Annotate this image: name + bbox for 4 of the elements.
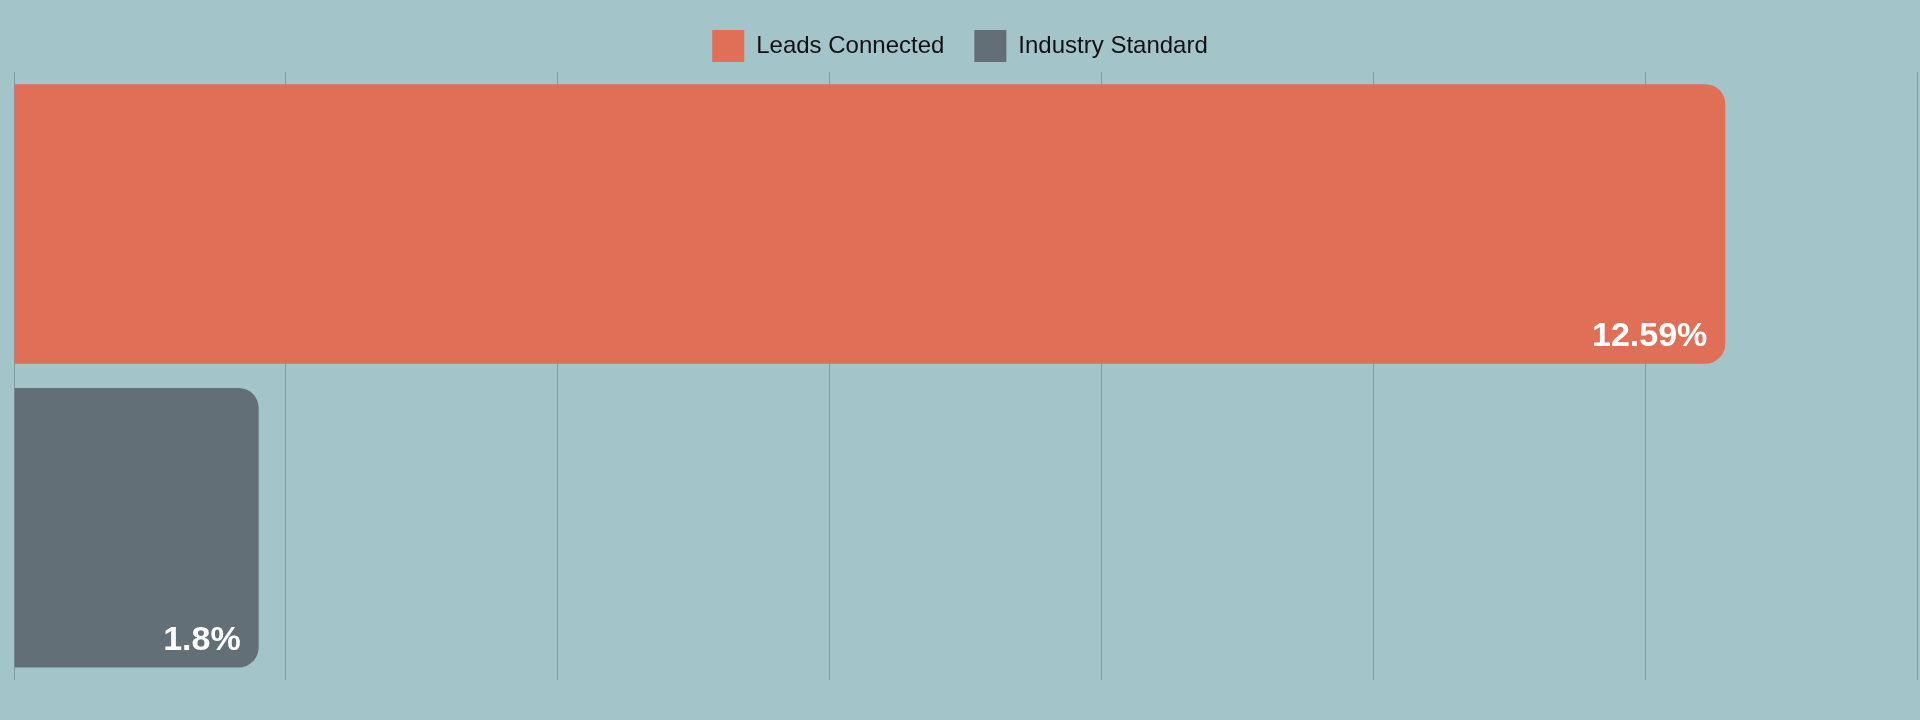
legend-label: Leads Connected: [756, 30, 945, 58]
data-label: 1.8%: [163, 618, 241, 657]
legend-label: Industry Standard: [1018, 30, 1208, 58]
data-label: 12.59%: [1592, 315, 1708, 354]
